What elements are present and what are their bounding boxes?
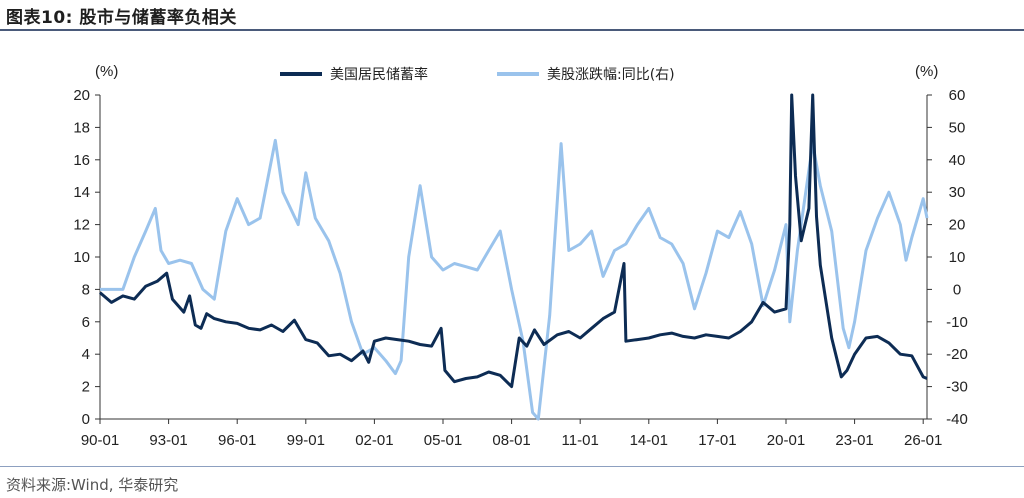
left-tick-label: 16 xyxy=(73,152,90,169)
left-y-ticks: 0 2 4 6 8 10 12 14 16 18 20 xyxy=(73,87,100,428)
left-tick-label: 0 xyxy=(82,411,90,428)
left-tick-label: 4 xyxy=(82,346,90,363)
x-tick-label: 96-01 xyxy=(218,432,256,449)
left-tick-label: 18 xyxy=(73,119,90,136)
figure-header: 图表10: 股市与储蓄率负相关 xyxy=(0,0,1024,31)
chart-canvas: (%) (%) 美国居民储蓄率 美股涨跌幅:同比(右) 0 2 4 6 8 10 12 14 1… xyxy=(73,63,968,449)
x-tick-label: 14-01 xyxy=(630,432,668,449)
x-tick-label: 05-01 xyxy=(424,432,462,449)
x-tick-label: 02-01 xyxy=(355,432,393,449)
right-tick-label: 60 xyxy=(949,87,966,104)
right-tick-label: -30 xyxy=(946,379,968,396)
header-divider xyxy=(0,29,1024,31)
chart-legend: 美国居民储蓄率 美股涨跌幅:同比(右) xyxy=(280,66,675,83)
right-tick-label: -10 xyxy=(946,314,968,331)
x-tick-label: 99-01 xyxy=(287,432,325,449)
right-tick-label: -40 xyxy=(946,411,968,428)
x-tick-label: 23-01 xyxy=(835,432,873,449)
x-tick-label: 17-01 xyxy=(698,432,736,449)
left-axis-unit: (%) xyxy=(95,63,118,80)
legend-label-stocks: 美股涨跌幅:同比(右) xyxy=(547,67,675,83)
x-tick-label: 20-01 xyxy=(767,432,805,449)
left-tick-label: 12 xyxy=(73,217,90,234)
figure-title: 图表10: 股市与储蓄率负相关 xyxy=(6,8,237,28)
right-y-ticks: -40 -30 -20 -10 0 10 20 30 40 50 60 xyxy=(927,87,968,428)
right-tick-label: 20 xyxy=(949,217,966,234)
left-tick-label: 10 xyxy=(73,249,90,266)
x-tick-label: 90-01 xyxy=(81,432,119,449)
right-tick-label: 10 xyxy=(949,249,966,266)
legend-label-savings: 美国居民储蓄率 xyxy=(330,66,428,83)
left-tick-label: 14 xyxy=(73,184,90,201)
x-tick-label: 11-01 xyxy=(562,432,599,449)
right-axis-unit: (%) xyxy=(915,63,938,80)
right-tick-label: 40 xyxy=(949,152,966,169)
right-tick-label: -20 xyxy=(946,346,968,363)
left-tick-label: 8 xyxy=(82,281,90,298)
left-tick-label: 20 xyxy=(73,87,90,104)
left-tick-label: 6 xyxy=(82,314,90,331)
series-layer xyxy=(99,93,929,421)
right-tick-label: 0 xyxy=(953,281,961,298)
x-ticks: 90-01 93-01 96-01 99-01 02-01 05-01 08-01 11-01… xyxy=(81,419,942,449)
series-line-savings-rate xyxy=(99,93,928,389)
source-note: 资料来源:Wind, 华泰研究 xyxy=(6,476,179,494)
left-tick-label: 2 xyxy=(82,379,90,396)
x-tick-label: 08-01 xyxy=(492,432,530,449)
right-tick-label: 30 xyxy=(949,184,966,201)
x-tick-label: 93-01 xyxy=(149,432,187,449)
right-tick-label: 50 xyxy=(949,119,966,136)
footer-divider xyxy=(0,466,1024,467)
x-tick-label: 26-01 xyxy=(904,432,942,449)
